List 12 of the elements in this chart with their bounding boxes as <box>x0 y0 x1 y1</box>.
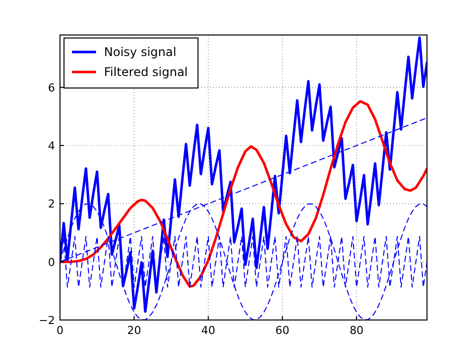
legend-label: Noisy signal <box>104 45 176 59</box>
x-tick-label: 0 <box>56 324 64 337</box>
y-tick-label: −2 <box>38 314 55 327</box>
y-tick-label: 6 <box>48 81 55 94</box>
x-tick-label: 80 <box>350 324 364 337</box>
legend-label: Filtered signal <box>104 65 188 79</box>
y-tick-label: 4 <box>48 140 55 153</box>
x-tick-label: 60 <box>275 324 290 337</box>
y-tick-label: 0 <box>48 256 55 269</box>
x-tick-label: 40 <box>201 324 216 337</box>
x-tick-label: 20 <box>127 324 142 337</box>
y-tick-label: 2 <box>48 198 55 211</box>
